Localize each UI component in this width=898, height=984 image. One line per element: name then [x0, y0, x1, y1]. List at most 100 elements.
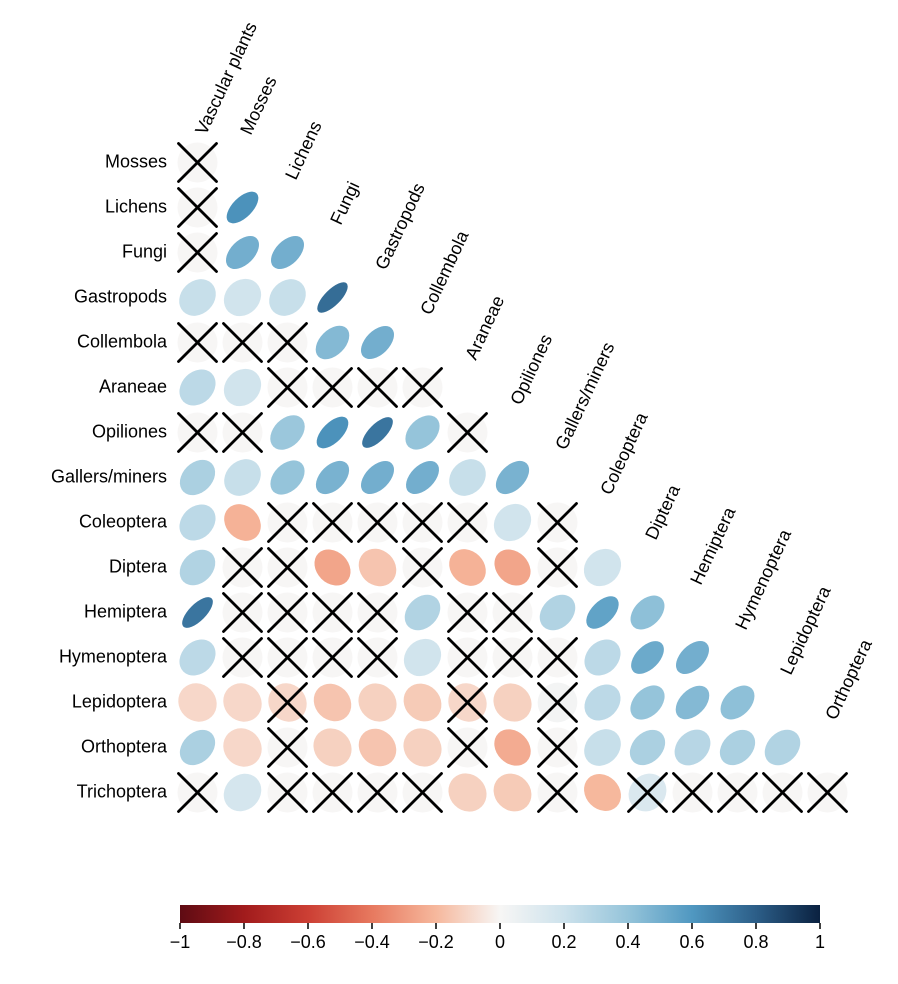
- cell: [624, 589, 671, 636]
- colorbar-tick-label: −0.6: [290, 932, 326, 952]
- row-label: Coleoptera: [79, 511, 168, 531]
- cell: [349, 494, 406, 551]
- cell: [623, 723, 672, 772]
- cell: [394, 764, 451, 821]
- correlation-ellipse: [216, 766, 269, 819]
- cell: [259, 539, 316, 596]
- col-label: Fungi: [326, 178, 363, 227]
- cell: [577, 677, 628, 728]
- correlation-ellipse: [215, 720, 269, 774]
- colorbar-tick-label: −0.4: [354, 932, 390, 952]
- correlation-ellipse: [580, 590, 624, 634]
- row-label: Fungi: [122, 241, 167, 261]
- cell: [713, 723, 762, 772]
- colorbar-tick-label: 0.8: [743, 932, 768, 952]
- correlation-ellipse: [306, 721, 360, 775]
- cell: [310, 455, 356, 501]
- cell: [172, 497, 223, 548]
- cell: [529, 629, 586, 686]
- row-label: Diptera: [109, 556, 168, 576]
- cell: [486, 766, 539, 819]
- correlation-ellipse: [714, 679, 761, 726]
- correlation-ellipse: [487, 542, 538, 593]
- correlation-ellipse: [172, 497, 223, 548]
- cell: [170, 675, 224, 729]
- cell: [396, 631, 448, 683]
- correlation-ellipse: [355, 455, 400, 500]
- col-label: Gastropods: [371, 180, 428, 273]
- cell: [667, 722, 717, 772]
- cell: [484, 584, 541, 641]
- col-label: Diptera: [641, 481, 684, 543]
- cell: [439, 404, 496, 461]
- cell: [304, 584, 361, 641]
- correlation-ellipse: [172, 272, 224, 324]
- cell: [173, 453, 222, 502]
- cell: [172, 362, 223, 413]
- correlation-ellipse: [713, 723, 762, 772]
- correlation-ellipse: [264, 409, 312, 457]
- col-label: Hemiptera: [686, 503, 740, 588]
- cell: [217, 497, 269, 549]
- cell: [215, 675, 269, 729]
- correlation-ellipse: [216, 271, 268, 323]
- correlation-ellipse: [172, 632, 223, 683]
- cell: [577, 632, 628, 683]
- cell: [351, 676, 405, 730]
- correlation-ellipse: [624, 679, 672, 727]
- colorbar-tick-label: 0.2: [551, 932, 576, 952]
- correlation-ellipse: [398, 588, 448, 638]
- cell: [355, 320, 400, 365]
- cell: [259, 314, 316, 371]
- cell: [394, 539, 451, 596]
- correlation-ellipse: [217, 497, 269, 549]
- cells-layer: [169, 134, 856, 821]
- row-label: Trichoptera: [77, 781, 168, 801]
- correlation-ellipse: [351, 676, 405, 730]
- cell: [664, 764, 721, 821]
- col-label: Hymenoptera: [731, 525, 795, 632]
- correlation-ellipse: [576, 766, 628, 818]
- colorbar-tick-label: 0: [495, 932, 505, 952]
- colorbar-tick-label: −1: [170, 932, 191, 952]
- col-label: Collembola: [416, 227, 473, 318]
- cell: [439, 629, 496, 686]
- cell: [214, 314, 271, 371]
- colorbar: −1−0.8−0.6−0.4−0.200.20.40.60.81: [170, 905, 825, 952]
- cell: [533, 588, 583, 638]
- row-label: Collembola: [77, 331, 168, 351]
- cell: [580, 590, 624, 634]
- colorbar-rect: [180, 905, 820, 923]
- correlation-ellipse: [173, 543, 223, 593]
- cell: [172, 632, 223, 683]
- col-label: Araneae: [461, 293, 508, 363]
- cell: [399, 409, 447, 457]
- col-label: Mosses: [236, 73, 280, 138]
- colorbar-tick-label: 0.4: [615, 932, 640, 952]
- correlation-ellipse: [309, 319, 355, 365]
- cell: [486, 496, 538, 548]
- correlation-ellipse: [265, 230, 310, 275]
- cell: [259, 629, 316, 686]
- cell: [398, 588, 448, 638]
- cell: [306, 676, 359, 729]
- row-label: Lichens: [105, 196, 167, 216]
- correlation-ellipse: [486, 766, 539, 819]
- cell: [264, 409, 312, 457]
- correlation-ellipse: [490, 455, 536, 501]
- correlation-ellipse: [667, 722, 717, 772]
- cell: [529, 674, 585, 730]
- col-label: Lepidoptera: [776, 582, 835, 678]
- cell: [400, 455, 445, 500]
- cell: [349, 359, 406, 416]
- cell: [529, 494, 586, 551]
- cell: [349, 764, 406, 821]
- cell: [214, 629, 271, 686]
- cell: [259, 359, 316, 416]
- cell: [262, 272, 314, 324]
- cell: [216, 361, 268, 413]
- cell: [177, 592, 217, 632]
- correlation-ellipse: [177, 592, 217, 632]
- row-label: Lepidoptera: [72, 691, 168, 711]
- cell: [259, 494, 316, 551]
